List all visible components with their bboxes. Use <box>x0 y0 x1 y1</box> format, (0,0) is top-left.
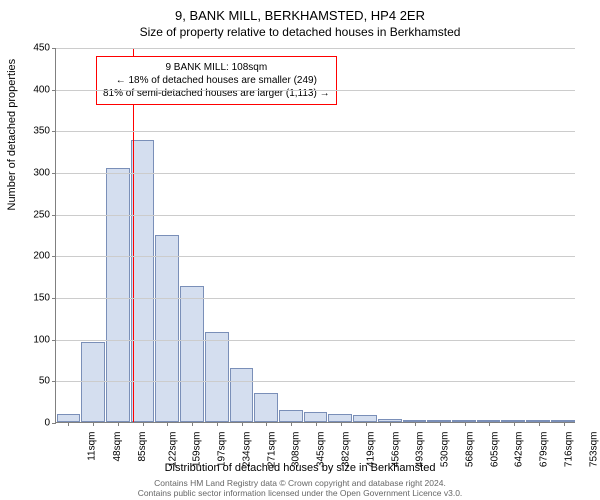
ytick-label: 100 <box>33 334 50 345</box>
gridline <box>56 131 575 132</box>
ytick-label: 200 <box>33 251 50 262</box>
attribution-line-2: Contains public sector information licen… <box>0 488 600 498</box>
ytick-label: 400 <box>33 84 50 95</box>
xtick-mark <box>291 422 292 426</box>
histogram-bar <box>230 368 254 422</box>
xtick-mark <box>489 422 490 426</box>
xtick-mark <box>564 422 565 426</box>
xtick-mark <box>242 422 243 426</box>
ytick-label: 50 <box>39 376 50 387</box>
ytick-mark <box>52 215 56 216</box>
property-callout-box: 9 BANK MILL: 108sqm ← 18% of detached ho… <box>96 56 337 105</box>
xtick-mark <box>266 422 267 426</box>
xtick-mark <box>68 422 69 426</box>
histogram-bar <box>254 393 278 422</box>
xtick-mark <box>440 422 441 426</box>
callout-line-1: 9 BANK MILL: 108sqm <box>103 61 330 74</box>
gridline <box>56 48 575 49</box>
gridline <box>56 173 575 174</box>
histogram-bar <box>106 168 130 422</box>
xtick-mark <box>465 422 466 426</box>
xtick-mark <box>316 422 317 426</box>
ytick-label: 250 <box>33 209 50 220</box>
xtick-mark <box>341 422 342 426</box>
xtick-mark <box>366 422 367 426</box>
xtick-mark <box>217 422 218 426</box>
chart-title-main: 9, BANK MILL, BERKHAMSTED, HP4 2ER <box>0 0 600 23</box>
xtick-mark <box>514 422 515 426</box>
chart-title-sub: Size of property relative to detached ho… <box>0 23 600 39</box>
histogram-bar <box>180 286 204 422</box>
ytick-mark <box>52 256 56 257</box>
ytick-mark <box>52 423 56 424</box>
histogram-bar <box>131 140 155 422</box>
ytick-label: 150 <box>33 293 50 304</box>
xtick-label: 85sqm <box>137 432 148 462</box>
y-axis-label: Number of detached properties <box>6 59 18 211</box>
gridline <box>56 340 575 341</box>
histogram-bar <box>205 332 229 422</box>
xtick-mark <box>415 422 416 426</box>
ytick-mark <box>52 173 56 174</box>
xtick-mark <box>167 422 168 426</box>
attribution-text: Contains HM Land Registry data © Crown c… <box>0 478 600 498</box>
histogram-bar <box>279 410 303 422</box>
xtick-mark <box>539 422 540 426</box>
xtick-mark <box>192 422 193 426</box>
ytick-mark <box>52 340 56 341</box>
xtick-mark <box>118 422 119 426</box>
xtick-label: 11sqm <box>87 432 98 461</box>
gridline <box>56 215 575 216</box>
ytick-label: 300 <box>33 168 50 179</box>
x-axis-label: Distribution of detached houses by size … <box>0 462 600 474</box>
histogram-bar <box>155 235 179 423</box>
ytick-mark <box>52 381 56 382</box>
gridline <box>56 90 575 91</box>
histogram-bar <box>328 414 352 422</box>
xtick-mark <box>390 422 391 426</box>
ytick-label: 350 <box>33 126 50 137</box>
histogram-bar <box>57 414 81 422</box>
xtick-label: 48sqm <box>112 432 123 462</box>
histogram-bar <box>304 412 328 422</box>
ytick-mark <box>52 90 56 91</box>
attribution-line-1: Contains HM Land Registry data © Crown c… <box>0 478 600 488</box>
gridline <box>56 256 575 257</box>
histogram-bar <box>353 415 377 422</box>
ytick-label: 0 <box>44 418 50 429</box>
xtick-mark <box>143 422 144 426</box>
ytick-label: 450 <box>33 43 50 54</box>
gridline <box>56 381 575 382</box>
gridline <box>56 298 575 299</box>
ytick-mark <box>52 131 56 132</box>
ytick-mark <box>52 48 56 49</box>
xtick-mark <box>93 422 94 426</box>
chart-plot-area: 9 BANK MILL: 108sqm ← 18% of detached ho… <box>55 48 575 423</box>
callout-line-2: ← 18% of detached houses are smaller (24… <box>103 74 330 87</box>
ytick-mark <box>52 298 56 299</box>
